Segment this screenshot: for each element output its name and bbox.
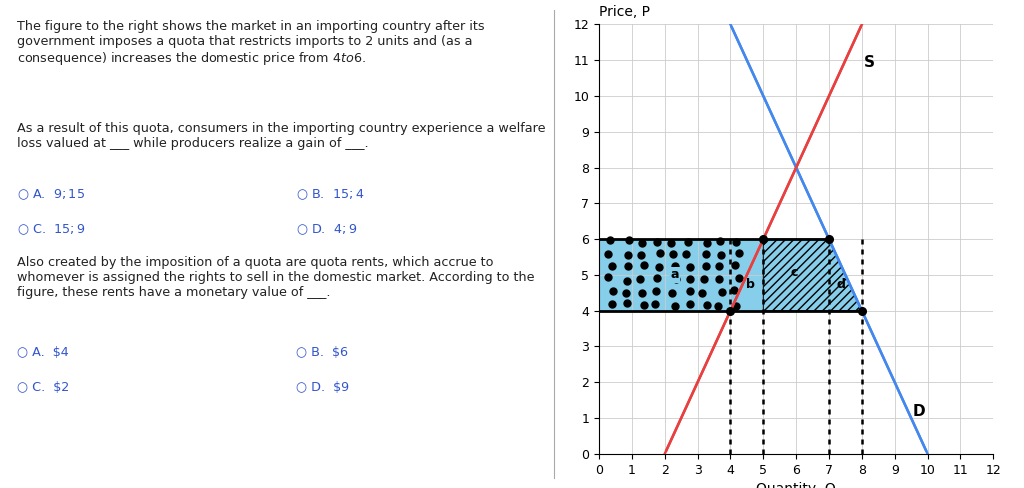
Text: d: d: [836, 279, 845, 291]
Text: D: D: [912, 404, 926, 419]
Text: The figure to the right shows the market in an importing country after its
gover: The figure to the right shows the market…: [17, 20, 484, 67]
Polygon shape: [763, 239, 862, 311]
Text: ○ A.  $4: ○ A. $4: [17, 346, 69, 360]
Text: ○ A.  $9; $15: ○ A. $9; $15: [17, 188, 85, 203]
Text: c: c: [791, 265, 798, 279]
Text: b: b: [746, 279, 756, 291]
Text: Also created by the imposition of a quota are quota rents, which accrue to
whome: Also created by the imposition of a quot…: [17, 256, 535, 299]
Text: ○ C.  $2: ○ C. $2: [17, 381, 70, 394]
Text: ○ C.  $15; $9: ○ C. $15; $9: [17, 222, 85, 237]
Text: As a result of this quota, consumers in the importing country experience a welfa: As a result of this quota, consumers in …: [17, 122, 546, 150]
X-axis label: Quantity, Q: Quantity, Q: [757, 482, 836, 488]
Polygon shape: [599, 239, 730, 311]
Text: ○ B.  $6: ○ B. $6: [296, 346, 347, 360]
Text: S: S: [863, 55, 874, 70]
Text: a: a: [671, 268, 679, 282]
Text: ○ B.  $15; $4: ○ B. $15; $4: [296, 188, 364, 203]
Polygon shape: [730, 239, 763, 311]
Text: Price, P: Price, P: [599, 5, 650, 19]
Text: ○ D.  $4; $9: ○ D. $4; $9: [296, 222, 356, 237]
Text: ○ D.  $9: ○ D. $9: [296, 381, 348, 394]
